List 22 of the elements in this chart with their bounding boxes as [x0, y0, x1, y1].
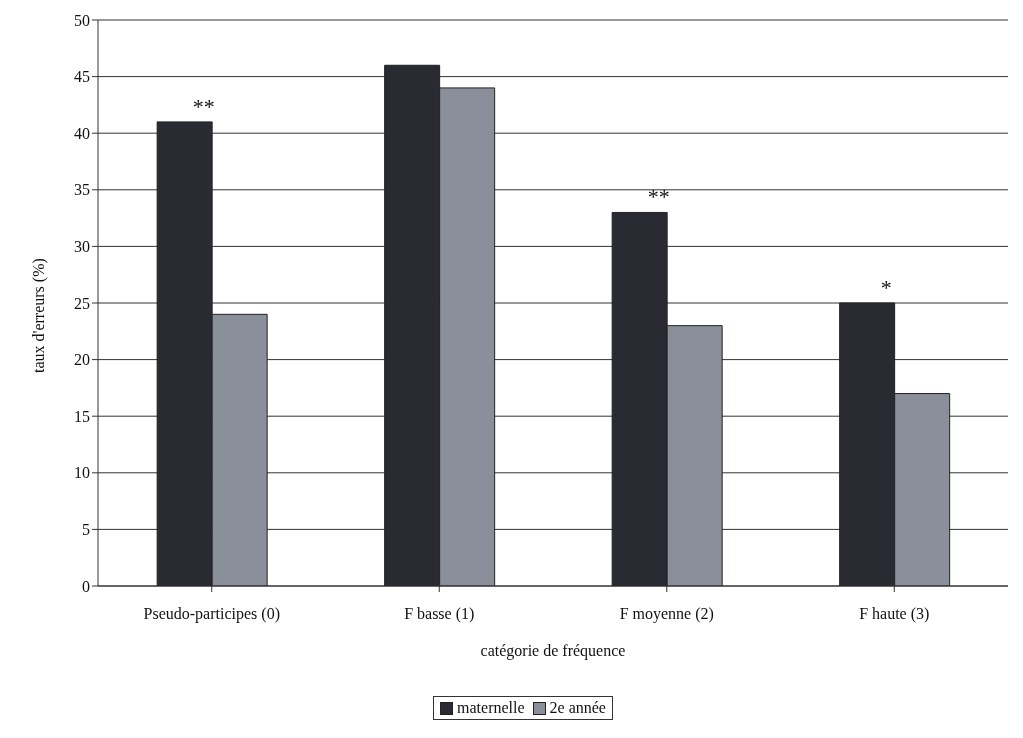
annotation: **	[647, 184, 670, 210]
x-tick-label: F basse (1)	[404, 605, 475, 624]
y-axis-title: taux d'erreurs (%)	[29, 258, 48, 373]
y-tick-label: 20	[74, 351, 90, 369]
legend-label: maternelle	[457, 699, 525, 717]
y-tick-label: 30	[74, 238, 90, 256]
y-tick-label: 0	[82, 577, 90, 595]
y-tick-label: 45	[74, 68, 90, 86]
y-tick-label: 5	[82, 521, 90, 539]
annotation: **	[192, 93, 215, 119]
x-tick-label: F haute (3)	[859, 605, 930, 624]
annotation: *	[880, 275, 892, 300]
x-tick-label: Pseudo-participes (0)	[143, 605, 280, 624]
y-tick-label: 40	[74, 124, 90, 142]
x-axis-title: catégorie de fréquence	[480, 642, 626, 660]
y-tick-label: 25	[74, 294, 90, 312]
y-tick-label: 15	[74, 407, 90, 425]
legend-label: 2e année	[549, 699, 606, 717]
y-tick-label: 50	[74, 11, 90, 29]
y-tick-label: 10	[74, 464, 90, 482]
y-tick-label: 35	[74, 181, 90, 199]
x-tick-label: F moyenne (2)	[619, 605, 714, 624]
